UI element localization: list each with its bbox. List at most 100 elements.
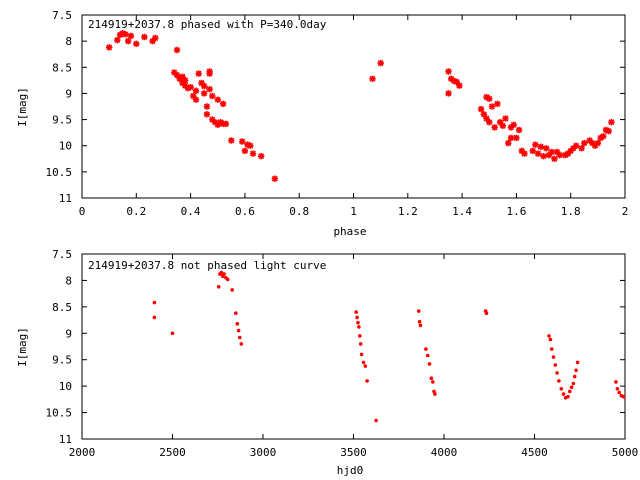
data-point	[354, 310, 359, 314]
data-point	[427, 362, 432, 366]
data-point	[377, 59, 384, 67]
data-point	[200, 82, 208, 90]
x-ticks: 2000 2500 3000 3500 4000 4500 5000	[69, 254, 639, 459]
data-point	[219, 270, 224, 275]
data-point	[507, 134, 515, 142]
data-point	[122, 31, 129, 38]
x-tick-label: 0.4	[181, 205, 201, 218]
y-tick-label: 8	[65, 35, 72, 48]
data-point	[152, 315, 157, 320]
data-point	[486, 95, 493, 102]
data-point	[488, 103, 496, 110]
data-point	[356, 320, 360, 325]
x-tick-label: 1.8	[561, 205, 581, 218]
data-points	[152, 270, 626, 423]
data-point	[238, 138, 246, 145]
data-point	[433, 392, 437, 396]
x-tick-label: 4500	[521, 446, 548, 459]
data-point	[456, 82, 463, 89]
x-tick-label: 0	[79, 205, 86, 218]
data-point	[228, 137, 235, 144]
data-point	[529, 147, 536, 155]
data-point	[238, 335, 242, 340]
y-ticks: 7.5 8 8.5 9 9.5 10 10.5 11	[46, 9, 625, 205]
data-point	[566, 394, 570, 399]
data-point	[537, 143, 544, 151]
data-point	[431, 380, 435, 384]
data-point	[559, 387, 564, 391]
data-point	[548, 337, 553, 342]
data-point	[355, 315, 359, 320]
data-point	[209, 92, 216, 100]
x-tick-label: 1	[350, 205, 357, 218]
x-tick-label: 5000	[612, 446, 639, 459]
data-point	[561, 392, 566, 396]
data-point	[572, 142, 580, 149]
plot-frame	[81, 14, 626, 199]
data-point	[236, 328, 241, 333]
y-tick-label: 10.5	[46, 166, 73, 179]
x-tick-label: 2	[622, 205, 629, 218]
data-point	[234, 311, 238, 316]
data-point	[549, 347, 554, 351]
data-point	[569, 385, 574, 390]
data-point	[575, 360, 580, 365]
data-point	[127, 32, 135, 40]
data-point	[214, 96, 222, 103]
data-point	[424, 347, 428, 351]
y-axis-label: I[mag]	[16, 327, 29, 367]
unphased-light-curve-panel: 2000 2500 3000 3500 4000 4500 5000 7.5 8 8.5 9 9.5…	[16, 248, 638, 477]
data-point	[357, 325, 361, 329]
data-point	[548, 148, 555, 156]
data-point	[358, 334, 362, 338]
data-point	[605, 127, 612, 135]
data-point	[608, 118, 615, 126]
chart-title: 214919+2037.8 not phased light curve	[88, 259, 326, 272]
data-point	[491, 124, 498, 131]
data-point	[578, 145, 585, 152]
data-point	[271, 175, 278, 182]
data-point	[532, 141, 539, 148]
data-point	[547, 334, 551, 338]
data-point	[359, 352, 364, 357]
data-point	[555, 371, 559, 375]
x-tick-label: 1.2	[398, 205, 418, 218]
y-tick-label: 10	[59, 140, 72, 153]
data-point	[574, 368, 578, 373]
data-point	[521, 150, 528, 157]
data-point	[494, 100, 501, 108]
data-point	[484, 311, 489, 316]
data-point	[540, 152, 547, 160]
y-tick-label: 11	[59, 433, 72, 446]
data-point	[600, 133, 607, 140]
data-point	[358, 342, 363, 346]
data-point	[486, 118, 493, 126]
data-point	[141, 33, 148, 41]
data-point	[369, 75, 376, 83]
data-point	[534, 150, 542, 157]
data-point	[114, 36, 121, 44]
data-point	[374, 418, 378, 423]
data-point	[225, 277, 230, 282]
data-point	[432, 389, 436, 394]
data-point	[363, 364, 368, 368]
data-point	[594, 139, 602, 147]
data-point	[515, 126, 523, 134]
data-point	[187, 83, 194, 91]
data-point	[152, 34, 159, 42]
data-point	[499, 122, 506, 130]
y-tick-label: 8.5	[52, 61, 72, 74]
data-point	[200, 90, 208, 97]
data-point	[247, 142, 254, 149]
data-point	[418, 323, 423, 328]
data-point	[425, 353, 430, 358]
data-point	[206, 85, 213, 93]
x-tick-label: 0.2	[126, 205, 146, 218]
data-point	[105, 44, 113, 51]
data-point	[615, 387, 620, 391]
data-point	[365, 379, 369, 383]
data-point	[235, 322, 240, 326]
x-tick-label: 2500	[159, 446, 186, 459]
x-tick-label: 3000	[250, 446, 277, 459]
data-point	[216, 285, 221, 289]
